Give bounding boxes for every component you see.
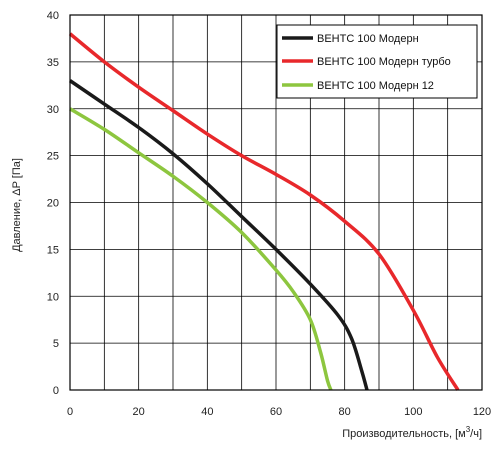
y-tick-label: 10 xyxy=(47,291,59,303)
x-tick-label: 60 xyxy=(270,406,282,418)
x-tick-label: 100 xyxy=(404,406,422,418)
x-axis-title: Производительность, [м3/ч] xyxy=(342,425,482,440)
x-tick-labels: 0 20 40 60 80 100 120 xyxy=(67,406,491,418)
y-tick-label: 15 xyxy=(47,244,59,256)
x-tick-label: 80 xyxy=(339,406,351,418)
plot-frame xyxy=(69,14,483,391)
series-lines xyxy=(68,32,460,391)
y-tick-label: 35 xyxy=(47,57,59,69)
legend-label-modern-12: ВЕНТС 100 Модерн 12 xyxy=(317,80,434,92)
x-axis-title-suffix: /ч] xyxy=(470,428,482,440)
x-tick-label: 40 xyxy=(201,406,213,418)
y-tick-label: 5 xyxy=(53,338,59,350)
y-axis-title: Давление, ΔP [Па] xyxy=(11,158,23,252)
series-line-modern xyxy=(69,79,369,391)
x-tick-label: 20 xyxy=(133,406,145,418)
legend: ВЕНТС 100 Модерн ВЕНТС 100 Модерн турбо … xyxy=(276,24,478,99)
y-tick-label: 40 xyxy=(47,10,59,22)
y-tick-labels: 0 5 10 15 20 25 30 35 40 xyxy=(47,10,59,397)
series-line-modern-12 xyxy=(69,107,333,391)
legend-label-modern: ВЕНТС 100 Модерн xyxy=(317,33,419,45)
y-tick-label: 20 xyxy=(47,198,59,210)
legend-label-modern-turbo: ВЕНТС 100 Модерн турбо xyxy=(317,56,451,68)
x-axis-title-sup: 3 xyxy=(466,425,471,434)
x-tick-label: 0 xyxy=(67,406,73,418)
series-line-modern-turbo xyxy=(68,32,460,391)
y-tick-label: 0 xyxy=(53,385,59,397)
x-axis-title-main: Производительность, [м xyxy=(342,428,466,440)
y-tick-label: 25 xyxy=(47,151,59,163)
x-tick-label: 120 xyxy=(473,406,491,418)
y-tick-label: 30 xyxy=(47,104,59,116)
